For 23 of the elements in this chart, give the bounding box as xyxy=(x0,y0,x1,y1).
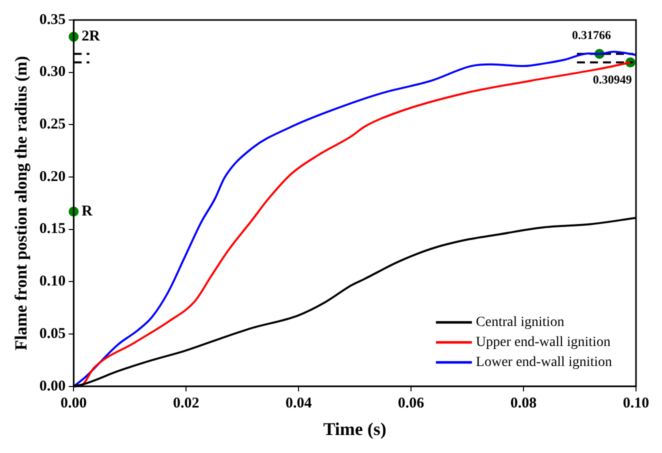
annotation: 0.30949 xyxy=(592,72,632,86)
annotation: 2R xyxy=(82,28,100,45)
y-axis-title: Flame front postion along the radius (m) xyxy=(12,56,31,350)
x-axis-title: Time (s) xyxy=(323,418,386,439)
x-tick-label: 0.10 xyxy=(622,395,650,412)
y-tick-label: 0.05 xyxy=(39,326,66,342)
x-tick-label: 0.02 xyxy=(172,395,200,412)
y-tick-label: 0.20 xyxy=(39,168,66,185)
x-tick-label: 0.08 xyxy=(510,395,537,412)
annotation: 0.31766 xyxy=(572,28,611,42)
y-tick-label: 0.30 xyxy=(39,64,66,80)
x-tick-label: 0.00 xyxy=(60,395,87,412)
legend-label: Central ignition xyxy=(476,315,564,330)
y-tick-label: 0.15 xyxy=(39,221,66,238)
legend-label: Lower end-wall ignition xyxy=(476,355,612,370)
y-tick-label: 0.00 xyxy=(39,378,66,394)
y-tick-label: 0.35 xyxy=(39,12,66,28)
y-tick-label: 0.10 xyxy=(39,274,66,290)
legend-label: Upper end-wall ignition xyxy=(476,335,610,350)
annotation: R xyxy=(82,203,93,220)
x-tick-label: 0.04 xyxy=(285,395,312,412)
y-tick-label: 0.25 xyxy=(39,116,66,133)
x-tick-label: 0.06 xyxy=(398,395,425,412)
